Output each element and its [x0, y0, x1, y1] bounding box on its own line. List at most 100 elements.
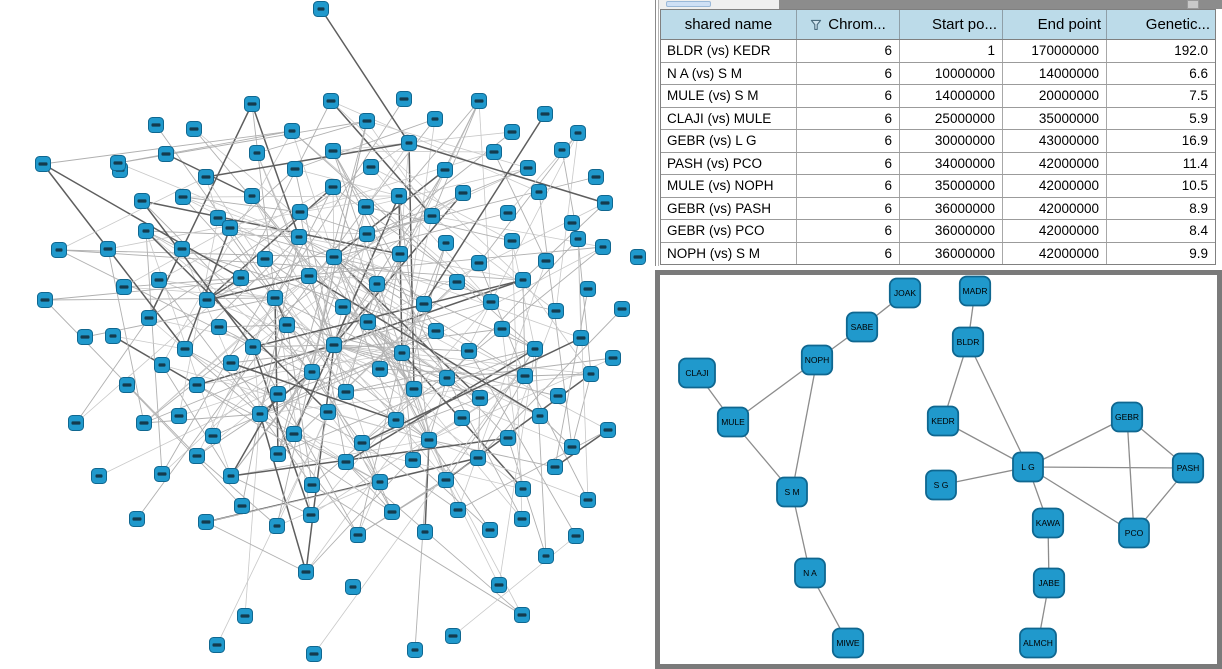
network-node-small[interactable]: [138, 223, 154, 239]
network-node[interactable]: SABE: [845, 311, 879, 343]
network-node-small[interactable]: [427, 111, 443, 127]
network-node-small[interactable]: [372, 361, 388, 377]
network-node-small[interactable]: [303, 507, 319, 523]
network-node-small[interactable]: [554, 142, 570, 158]
network-node-small[interactable]: [110, 155, 126, 171]
network-node-small[interactable]: [504, 124, 520, 140]
network-node-small[interactable]: [291, 229, 307, 245]
cell-value[interactable]: 6: [797, 175, 900, 197]
network-node[interactable]: BLDR: [951, 326, 985, 358]
network-node-small[interactable]: [354, 435, 370, 451]
table-row[interactable]: GEBR (vs) PASH 6 36000000 42000000 8.9: [661, 197, 1215, 220]
cell-value[interactable]: 36000000: [900, 242, 1003, 264]
cell-shared-name[interactable]: CLAJI (vs) MULE: [661, 107, 797, 129]
network-node-small[interactable]: [455, 185, 471, 201]
network-node-small[interactable]: [177, 341, 193, 357]
network-node-small[interactable]: [537, 106, 553, 122]
network-node-small[interactable]: [51, 242, 67, 258]
network-node-small[interactable]: [284, 123, 300, 139]
cell-value[interactable]: 10.5: [1181, 178, 1208, 194]
network-node-small[interactable]: [91, 468, 107, 484]
network-node-small[interactable]: [199, 292, 215, 308]
cell-value[interactable]: 6: [797, 152, 900, 174]
subnetwork-canvas[interactable]: JOAK SABE NOPH CLAJI MULE MADR BLDR KEDR GEBR L G…: [660, 275, 1217, 664]
network-node-small[interactable]: [580, 281, 596, 297]
network-node-small[interactable]: [257, 251, 273, 267]
main-network-canvas[interactable]: [0, 0, 655, 669]
network-node-small[interactable]: [306, 646, 322, 662]
network-node-small[interactable]: [320, 404, 336, 420]
network-node-small[interactable]: [401, 135, 417, 151]
network-node-small[interactable]: [134, 193, 150, 209]
network-node-small[interactable]: [438, 472, 454, 488]
network-node-small[interactable]: [630, 249, 646, 265]
network-node-small[interactable]: [363, 159, 379, 175]
network-node-small[interactable]: [483, 294, 499, 310]
network-node-small[interactable]: [350, 527, 366, 543]
network-node-small[interactable]: [573, 330, 589, 346]
network-node-small[interactable]: [437, 162, 453, 178]
network-node-small[interactable]: [520, 160, 536, 176]
network-node-small[interactable]: [269, 518, 285, 534]
network-node-small[interactable]: [175, 189, 191, 205]
network-node-small[interactable]: [68, 415, 84, 431]
network-node-small[interactable]: [595, 239, 611, 255]
network-node-small[interactable]: [570, 125, 586, 141]
cell-shared-name[interactable]: NOPH (vs) S M: [661, 242, 797, 264]
network-node[interactable]: N A: [794, 557, 826, 589]
network-node-small[interactable]: [141, 310, 157, 326]
cell-value[interactable]: 6: [797, 130, 900, 152]
network-node-small[interactable]: [35, 156, 51, 172]
scrollbar-track[interactable]: [659, 0, 779, 9]
cell-value[interactable]: 42000000: [1003, 197, 1107, 219]
network-node-small[interactable]: [105, 328, 121, 344]
network-node-small[interactable]: [129, 511, 145, 527]
network-node-small[interactable]: [151, 272, 167, 288]
cell-value[interactable]: 20000000: [1003, 85, 1107, 107]
network-node-small[interactable]: [372, 474, 388, 490]
network-node-small[interactable]: [198, 514, 214, 530]
network-node-small[interactable]: [417, 524, 433, 540]
network-node-small[interactable]: [514, 511, 530, 527]
cell-value[interactable]: 36000000: [900, 197, 1003, 219]
network-node-small[interactable]: [407, 642, 423, 658]
cell-value[interactable]: 42000000: [1003, 220, 1107, 242]
network-node-small[interactable]: [279, 317, 295, 333]
network-node-small[interactable]: [580, 492, 596, 508]
cell-value[interactable]: 6: [797, 40, 900, 62]
network-node-small[interactable]: [482, 522, 498, 538]
cell-value[interactable]: 6: [797, 220, 900, 242]
network-node-small[interactable]: [189, 377, 205, 393]
network-node[interactable]: KEDR: [926, 405, 960, 437]
network-node[interactable]: JABE: [1032, 567, 1066, 599]
network-node-small[interactable]: [500, 205, 516, 221]
network-node-small[interactable]: [396, 91, 412, 107]
network-node-small[interactable]: [504, 233, 520, 249]
cell-shared-name[interactable]: GEBR (vs) PASH: [661, 197, 797, 219]
network-node-small[interactable]: [597, 195, 613, 211]
network-node-small[interactable]: [304, 364, 320, 380]
network-node-small[interactable]: [438, 235, 454, 251]
cell-shared-name[interactable]: N A (vs) S M: [661, 62, 797, 84]
network-node[interactable]: PASH: [1171, 452, 1205, 484]
table-row[interactable]: GEBR (vs) PCO 6 36000000 42000000 8.4: [661, 220, 1215, 243]
network-node-small[interactable]: [439, 370, 455, 386]
network-node-small[interactable]: [77, 329, 93, 345]
network-node-small[interactable]: [570, 231, 586, 247]
network-node-small[interactable]: [583, 366, 599, 382]
network-node-small[interactable]: [369, 276, 385, 292]
column-header-genetic[interactable]: Genetic...: [1145, 16, 1210, 33]
network-node-small[interactable]: [174, 241, 190, 257]
network-node-small[interactable]: [198, 169, 214, 185]
cell-value[interactable]: 34000000: [900, 152, 1003, 174]
network-node-small[interactable]: [116, 279, 132, 295]
network-node[interactable]: S G: [925, 469, 957, 501]
cell-value[interactable]: 16.9: [1181, 133, 1208, 149]
network-node-small[interactable]: [100, 241, 116, 257]
network-node-small[interactable]: [472, 390, 488, 406]
network-node-small[interactable]: [237, 608, 253, 624]
network-node-small[interactable]: [391, 188, 407, 204]
network-node-small[interactable]: [189, 448, 205, 464]
network-node-small[interactable]: [547, 459, 563, 475]
network-node-small[interactable]: [564, 215, 580, 231]
